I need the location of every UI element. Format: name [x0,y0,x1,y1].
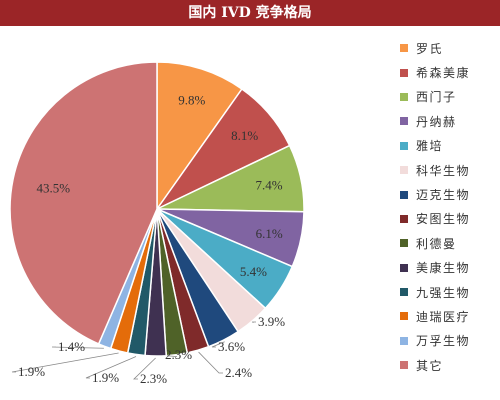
pie-label-13: 43.5% [37,181,71,196]
pie-leader-line-7 [198,351,223,374]
legend-label-1: 希森美康 [416,66,471,81]
legend-swatch-1 [400,68,408,77]
legend-swatch-12 [400,336,408,345]
pie-slice-0 [156,61,243,212]
pie-label-10: 1.9% [92,370,119,385]
legend-item-6: 迈克生物 [400,182,470,206]
legend-swatch-2 [400,92,408,101]
legend-swatch-13 [400,361,408,370]
legend-swatch-11 [400,312,408,321]
legend-swatch-6 [400,190,408,199]
legend-swatch-5 [400,166,408,175]
legend-label-13: 其它 [416,358,444,373]
pie-label-2: 7.4% [256,178,283,193]
legend-item-0: 罗氏 [400,36,470,60]
legend-item-4: 雅培 [400,134,470,158]
pie-label-7: 2.4% [225,365,252,380]
legend-label-3: 丹纳赫 [416,114,457,129]
legend-swatch-0 [400,44,408,53]
legend-label-7: 安图生物 [416,212,471,227]
pie-label-12: 1.4% [58,339,85,354]
legend-label-6: 迈克生物 [416,188,471,203]
legend-item-7: 安图生物 [400,207,470,231]
legend-swatch-3 [400,117,408,126]
pie-label-11: 1.9% [18,364,45,379]
legend-label-4: 雅培 [416,139,444,154]
legend-swatch-9 [400,263,408,272]
pie-slice-13 [9,61,158,345]
legend-label-8: 利德曼 [416,236,457,251]
legend-swatch-10 [400,288,408,297]
legend-item-13: 其它 [400,353,470,377]
legend-item-12: 万孚生物 [400,329,470,353]
legend-item-3: 丹纳赫 [400,109,470,133]
legend-item-8: 利德曼 [400,231,470,255]
pie-label-8: 2.3% [165,347,192,362]
legend-swatch-4 [400,141,408,150]
pie-label-5: 3.9% [258,314,285,329]
pie-chart: 9.8% 8.1% 7.4% 6.1% 5.4% 3.9% 3.6% 2.4% 2.3% 2.3%… [9,61,305,386]
pie-label-0: 9.8% [178,93,205,108]
legend-label-9: 美康生物 [416,261,471,276]
chart-header: 国内 IVD 竞争格局 [0,0,500,26]
pie-label-1: 8.1% [231,128,258,143]
legend-item-11: 迪瑞医疗 [400,304,470,328]
legend-swatch-7 [400,214,408,223]
pie-label-4: 5.4% [240,264,267,279]
legend-item-5: 科华生物 [400,158,470,182]
legend-label-5: 科华生物 [416,163,471,178]
legend-item-10: 九强生物 [400,280,470,304]
pie-leader-line-10 [85,356,137,379]
legend-label-12: 万孚生物 [416,334,471,349]
pie-label-6: 3.6% [218,339,245,354]
legend-item-9: 美康生物 [400,256,470,280]
pie-leader-line-11 [11,352,119,373]
pie-label-3: 6.1% [256,226,283,241]
pie-label-9: 2.3% [140,371,167,386]
pie-leader-line-9 [133,357,156,380]
legend-label-11: 迪瑞医疗 [416,309,471,324]
legend-label-10: 九强生物 [416,285,471,300]
pie-leader-line-6 [211,341,225,348]
legend-swatch-8 [400,239,408,248]
legend-item-1: 希森美康 [400,60,470,84]
pie-leader-line-12 [51,346,104,349]
legend-label-0: 罗氏 [416,41,444,56]
chart-legend: 罗氏希森美康西门子丹纳赫雅培科华生物迈克生物安图生物利德曼美康生物九强生物迪瑞医… [400,36,470,377]
legend-item-2: 西门子 [400,85,470,109]
legend-label-2: 西门子 [416,90,457,105]
